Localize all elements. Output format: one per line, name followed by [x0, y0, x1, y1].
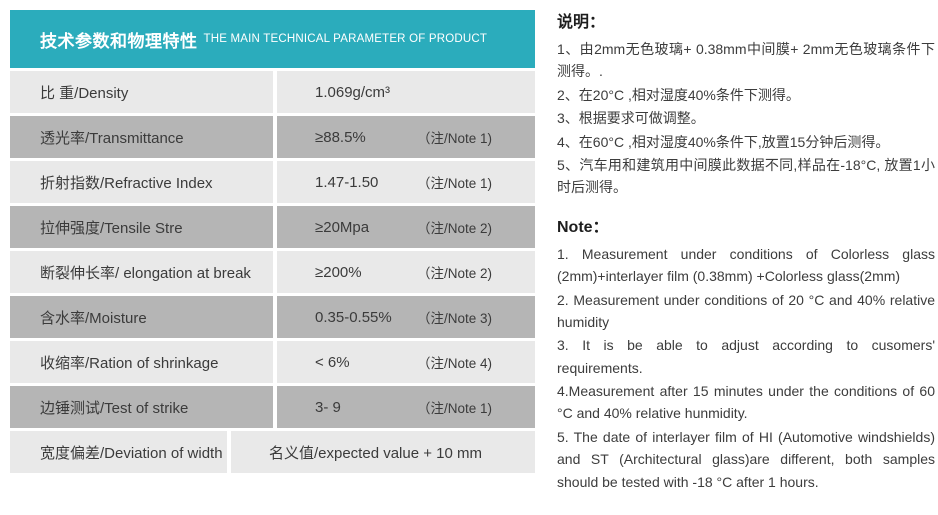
- row-label: 边锤测试/Test of strike: [10, 386, 273, 428]
- table-row: 透光率/Transmittance ≥88.5% （注/Note 1): [10, 116, 535, 158]
- row-note: （注/Note 4): [416, 356, 492, 371]
- notes-en-list: 1. Measurement under conditions of Color…: [557, 243, 935, 493]
- table-title-zh: 技术参数和物理特性: [40, 31, 198, 51]
- row-note: （注/Note 2): [416, 221, 492, 236]
- table-row: 含水率/Moisture 0.35-0.55% （注/Note 3): [10, 296, 535, 338]
- row-value-cell: ≥20Mpa （注/Note 2): [277, 206, 535, 248]
- row-value-cell: 1.069g/cm³: [277, 71, 535, 113]
- row-value: 名义值/expected value + 10 mm: [268, 444, 482, 462]
- row-value-cell: ≥88.5% （注/Note 1): [277, 116, 535, 158]
- row-note: （注/Note 1): [416, 131, 492, 146]
- row-label: 拉伸强度/Tensile Stre: [10, 206, 273, 248]
- row-label: 收缩率/Ration of shrinkage: [10, 341, 273, 383]
- note-item: 1. Measurement under conditions of Color…: [557, 245, 935, 285]
- row-note: （注/Note 1): [416, 176, 492, 191]
- table-row: 折射指数/Refractive Index 1.47-1.50 （注/Note 1): [10, 161, 535, 203]
- table-header: 技术参数和物理特性 THE MAIN TECHNICAL PARAMETER O…: [10, 10, 535, 68]
- note-item: 4.Measurement after 15 minutes under the…: [557, 383, 935, 422]
- row-note: （注/Note 3): [416, 311, 492, 326]
- table-row: 比 重/Density 1.069g/cm³: [10, 71, 535, 113]
- row-value-cell: < 6% （注/Note 4): [277, 341, 535, 383]
- table-row: 收缩率/Ration of shrinkage < 6% （注/Note 4): [10, 341, 535, 383]
- row-value-cell: 0.35-0.55% （注/Note 3): [277, 296, 535, 338]
- row-value: 1.47-1.50: [315, 173, 379, 191]
- note-item: 2. Measurement under conditions of 20 °C…: [557, 291, 935, 330]
- notes-en-heading: Note：: [557, 218, 609, 236]
- parameters-table: 技术参数和物理特性 THE MAIN TECHNICAL PARAMETER O…: [10, 10, 535, 476]
- note-item: 1、由2mm无色玻璃+ 0.38mm中间膜+ 2mm无色玻璃条件下测得。.: [557, 41, 935, 80]
- row-value-cell: ≥200% （注/Note 2): [277, 251, 535, 293]
- row-label: 断裂伸长率/ elongation at break: [10, 251, 273, 293]
- note-item: 5. The date of interlayer film of HI (Au…: [557, 428, 935, 490]
- row-value: ≥88.5%: [315, 128, 366, 146]
- row-value: < 6%: [315, 353, 350, 371]
- table-row: 边锤测试/Test of strike 3- 9 （注/Note 1): [10, 386, 535, 428]
- table-rows: 比 重/Density 1.069g/cm³ 透光率/Transmittance ≥8…: [10, 71, 535, 473]
- row-value: ≥200%: [315, 263, 362, 281]
- row-label: 比 重/Density: [10, 71, 273, 113]
- row-label: 含水率/Moisture: [10, 296, 273, 338]
- row-label: 折射指数/Refractive Index: [10, 161, 273, 203]
- row-note: （注/Note 1): [416, 401, 492, 416]
- note-item: 5、汽车用和建筑用中间膜此数据不同,样品在-18°C, 放置1小时后测得。: [557, 156, 935, 196]
- note-item: 3、根据要求可做调整。: [557, 110, 705, 127]
- table-row: 拉伸强度/Tensile Stre ≥20Mpa （注/Note 2): [10, 206, 535, 248]
- row-value-cell: 3- 9 （注/Note 1): [277, 386, 535, 428]
- row-value: 3- 9: [315, 398, 341, 416]
- table-row: 断裂伸长率/ elongation at break ≥200% （注/Note 2…: [10, 251, 535, 293]
- row-value-cell: 名义值/expected value + 10 mm: [230, 431, 535, 473]
- row-value: ≥20Mpa: [315, 218, 370, 236]
- row-label: 透光率/Transmittance: [10, 116, 273, 158]
- row-value: 1.069g/cm³: [315, 83, 391, 101]
- notes-panel: 说明： 1、由2mm无色玻璃+ 0.38mm中间膜+ 2mm无色玻璃条件下测得。…: [557, 8, 935, 494]
- note-item: 4、在60°C ,相对湿度40%条件下,放置15分钟后测得。: [557, 133, 890, 150]
- notes-zh-list: 1、由2mm无色玻璃+ 0.38mm中间膜+ 2mm无色玻璃条件下测得。. 2、在…: [557, 38, 935, 199]
- note-item: 3. It is be able to adjust according to …: [557, 337, 935, 376]
- row-value-cell: 1.47-1.50 （注/Note 1): [277, 161, 535, 203]
- note-item: 2、在20°C ,相对湿度40%条件下测得。: [557, 86, 800, 103]
- notes-zh-heading: 说明：: [557, 14, 606, 31]
- row-note: （注/Note 2): [416, 266, 492, 281]
- row-label: 宽度偏差/Deviation of width: [10, 431, 227, 473]
- table-row: 宽度偏差/Deviation of width 名义值/expected valu…: [10, 431, 535, 473]
- row-value: 0.35-0.55%: [315, 308, 392, 326]
- table-title-en: THE MAIN TECHNICAL PARAMETER OF PRODUCT: [203, 33, 488, 45]
